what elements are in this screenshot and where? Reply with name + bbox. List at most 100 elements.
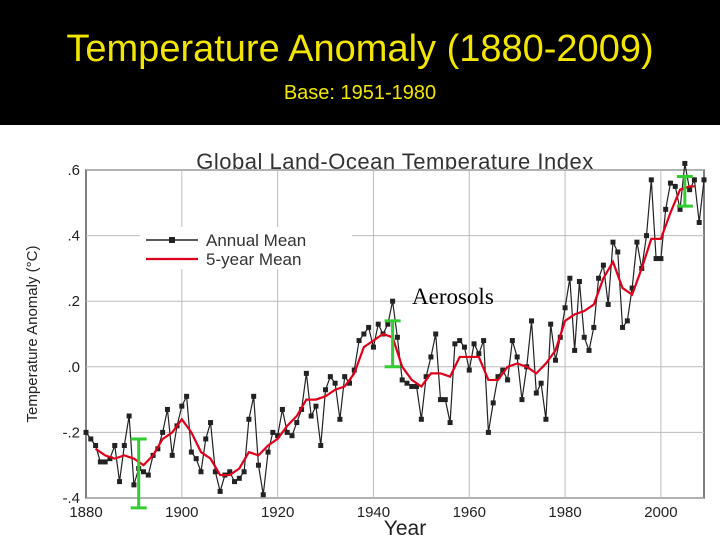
annual-mean-point	[112, 443, 118, 449]
x-tick-label: 2000	[644, 504, 677, 521]
annual-mean-point	[414, 383, 420, 389]
annual-mean-point	[567, 275, 573, 281]
annual-mean-point	[198, 469, 204, 475]
annual-mean-point	[308, 413, 314, 419]
legend-label: Annual Mean	[206, 231, 306, 250]
annual-mean-point	[461, 344, 467, 350]
x-axis-label: Year	[384, 517, 426, 540]
annual-mean-point	[294, 420, 300, 426]
annual-mean-point	[284, 429, 290, 435]
annual-mean-point	[289, 433, 295, 439]
annual-mean-point	[121, 443, 127, 449]
annual-mean-point	[596, 275, 602, 281]
annual-mean-point	[620, 324, 626, 330]
y-tick-label: .4	[67, 228, 80, 245]
annual-mean-point	[533, 390, 539, 396]
annual-mean-point	[131, 482, 137, 488]
annual-mean-point	[418, 416, 424, 422]
annual-mean-point	[83, 429, 89, 435]
y-axis-label: Temperature Anomaly (°C)	[24, 246, 41, 423]
annual-mean-point	[303, 370, 309, 376]
annual-mean-point	[93, 443, 99, 449]
annual-mean-point	[318, 443, 324, 449]
annual-mean-point	[227, 469, 233, 475]
annual-mean-point	[485, 429, 491, 435]
annual-mean-point	[179, 403, 185, 409]
annual-mean-point	[366, 324, 372, 330]
y-tick-label: -.4	[62, 490, 80, 507]
annual-mean-point	[672, 183, 678, 189]
annual-mean-point	[375, 321, 381, 327]
annual-mean-point	[251, 393, 257, 399]
annual-mean-point	[107, 456, 113, 462]
annual-mean-point	[260, 492, 266, 498]
x-tick-label: 1880	[69, 504, 102, 521]
annual-mean-point	[323, 387, 329, 393]
annual-mean-point	[447, 420, 453, 426]
annual-mean-point	[433, 331, 439, 337]
annual-mean-point	[164, 406, 170, 412]
annual-mean-point	[677, 206, 683, 212]
annual-mean-point	[629, 285, 635, 291]
legend-annual-marker	[169, 237, 175, 243]
annual-mean-point	[500, 367, 506, 373]
annual-mean-point	[529, 318, 535, 324]
annual-mean-point	[490, 400, 496, 406]
annual-mean-point	[610, 239, 616, 245]
annual-mean-point	[509, 338, 515, 344]
annual-mean-point	[543, 416, 549, 422]
annual-mean-point	[145, 472, 151, 478]
annual-mean-point	[438, 397, 444, 403]
slide-subtitle: Base: 1951-1980	[283, 82, 437, 104]
annual-mean-point	[576, 279, 582, 285]
annual-mean-point	[548, 321, 554, 327]
annual-mean-point	[255, 462, 261, 468]
annual-mean-point	[600, 262, 606, 268]
annual-mean-point	[653, 256, 659, 262]
annual-mean-point	[562, 305, 568, 311]
annual-mean-point	[634, 239, 640, 245]
annual-mean-point	[313, 403, 319, 409]
annual-mean-point	[581, 334, 587, 340]
annual-mean-point	[327, 374, 333, 380]
annual-mean-point	[624, 318, 630, 324]
x-tick-label: 1980	[548, 504, 581, 521]
annual-mean-point	[232, 479, 238, 485]
annual-mean-point	[193, 456, 199, 462]
annual-mean-point	[552, 357, 558, 363]
annual-mean-point	[117, 479, 123, 485]
annual-mean-point	[663, 206, 669, 212]
annual-mean-point	[505, 377, 511, 383]
annual-mean-point	[102, 459, 108, 465]
annual-mean-point	[265, 449, 271, 455]
annual-mean-point	[217, 488, 223, 494]
annual-mean-point	[97, 459, 103, 465]
title-banner: Temperature Anomaly (1880-2009) Base: 19…	[0, 0, 720, 125]
x-tick-label: 1960	[453, 504, 486, 521]
annual-mean-point	[140, 469, 146, 475]
y-tick-label: -.2	[62, 424, 80, 441]
annual-mean-point	[648, 177, 654, 183]
annual-mean-point	[126, 413, 132, 419]
annual-mean-point	[658, 256, 664, 262]
annual-mean-point	[332, 380, 338, 386]
annual-mean-point	[572, 347, 578, 353]
annual-mean-point	[184, 393, 190, 399]
annual-mean-point	[481, 338, 487, 344]
annual-mean-point	[644, 233, 650, 239]
annual-mean-point	[519, 397, 525, 403]
annual-mean-point	[188, 449, 194, 455]
annual-mean-point	[337, 416, 343, 422]
annual-mean-point	[390, 298, 396, 304]
legend-box	[140, 227, 352, 269]
annual-mean-point	[423, 374, 429, 380]
annual-mean-point	[351, 367, 357, 373]
slide-title: Temperature Anomaly (1880-2009)	[66, 28, 654, 70]
annual-mean-point	[88, 436, 94, 442]
annual-mean-point	[279, 406, 285, 412]
annual-mean-point	[394, 334, 400, 340]
annual-mean-point	[241, 469, 247, 475]
annual-mean-point	[246, 416, 252, 422]
annual-mean-point	[466, 367, 472, 373]
